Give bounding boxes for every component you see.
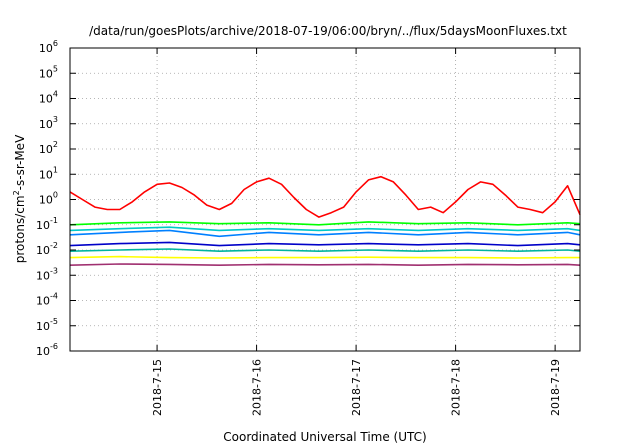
series-line-4 xyxy=(69,229,581,238)
y-tick-label: 10-3 xyxy=(36,266,58,282)
y-tick-label: 106 xyxy=(39,39,58,55)
y-tick-label: 101 xyxy=(39,165,58,181)
x-tick-label: 2018-7-19 xyxy=(549,359,562,416)
series-line-8 xyxy=(69,263,581,267)
y-tick-label: 10-6 xyxy=(36,342,58,358)
y-axis-label-prefix: protons/cm xyxy=(13,195,27,263)
y-tick-label: 10-1 xyxy=(36,216,58,232)
series-line-5 xyxy=(69,241,581,247)
series-line-2 xyxy=(69,221,581,226)
x-tick-label: 2018-7-16 xyxy=(251,359,264,416)
series-line-6 xyxy=(69,248,581,252)
y-tick-label: 105 xyxy=(39,64,58,80)
series-line-1 xyxy=(69,175,581,218)
y-tick-label: 10-2 xyxy=(36,241,58,257)
x-tick-label: 2018-7-15 xyxy=(151,359,164,416)
y-tick-label: 102 xyxy=(39,140,58,156)
y-tick-label: 10-4 xyxy=(36,292,58,308)
x-tick-label: 2018-7-17 xyxy=(350,359,363,416)
grid xyxy=(70,48,580,351)
series-line-7 xyxy=(69,255,580,259)
series-layer xyxy=(69,175,581,267)
y-tick-label: 10-5 xyxy=(36,317,58,333)
chart-title: /data/run/goesPlots/archive/2018-07-19/0… xyxy=(89,24,567,38)
x-tick-label: 2018-7-18 xyxy=(450,359,463,416)
svg-text:protons/cm2-s-sr-MeV: protons/cm2-s-sr-MeV xyxy=(12,134,27,263)
y-tick-label: 100 xyxy=(39,191,58,207)
y-tick-label: 104 xyxy=(39,90,58,106)
y-axis-label: protons/cm2-s-sr-MeV xyxy=(12,134,27,263)
x-axis-label: Coordinated Universal Time (UTC) xyxy=(223,430,426,444)
y-axis-label-suffix: -s-sr-MeV xyxy=(13,134,27,190)
y-tick-label: 103 xyxy=(39,115,58,131)
series-line-3 xyxy=(69,226,581,232)
ticks: 10-6 10-5 10-4 10-3 10-2 10-1 100 101 102 103 104 1… xyxy=(36,39,580,416)
y-axis-label-sup: 2 xyxy=(12,190,21,195)
